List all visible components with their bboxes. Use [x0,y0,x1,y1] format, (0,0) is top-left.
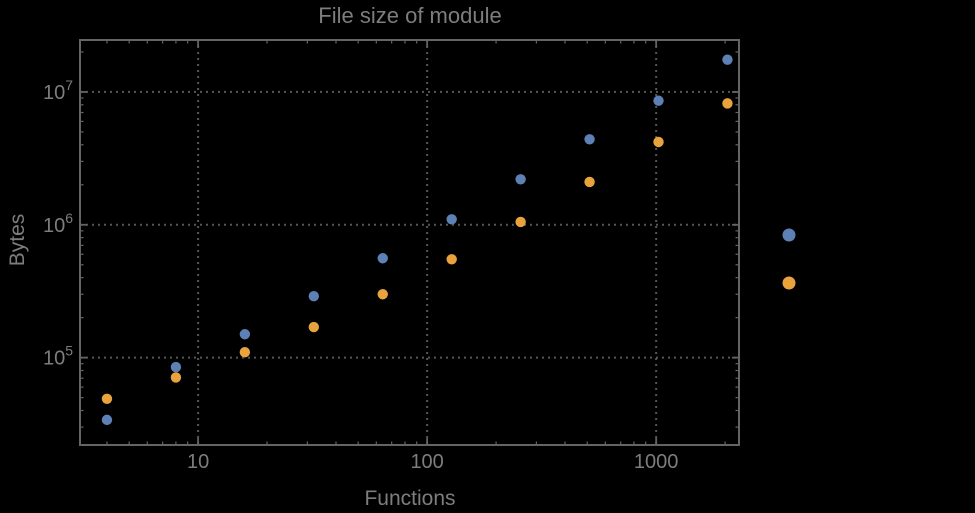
data-point-blue [377,253,388,264]
data-point-blue [515,174,526,185]
y-tick-label: 105 [43,343,73,370]
chart-title: File size of module [318,3,502,28]
data-point-orange [653,136,664,148]
data-point-orange [515,216,526,228]
x-tick-label: 10 [187,451,209,473]
legend-marker [782,228,796,242]
data-point-orange [239,346,251,358]
legend-marker [782,276,796,290]
data-point-blue [170,361,182,373]
plot-frame [79,39,740,446]
data-point-orange [101,393,113,404]
y-tick-label: 106 [43,210,73,237]
x-tick-label: 1000 [634,451,679,473]
data-point-blue [308,291,319,302]
data-point-orange [308,321,319,333]
data-point-blue [653,95,664,106]
data-point-orange [170,372,182,383]
data-point-orange [722,98,733,109]
data-point-blue [446,214,457,225]
x-axis-label: Functions [364,487,456,510]
data-point-blue [239,329,251,340]
data-point-orange [377,289,388,300]
x-tick-label: 100 [410,451,443,473]
data-point-blue [584,134,595,145]
data-point-orange [446,254,457,265]
data-point-blue [101,414,113,426]
y-tick-label: 107 [43,77,73,104]
data-point-blue [722,54,733,65]
data-point-orange [584,176,595,188]
y-axis-label: Bytes [6,213,29,267]
